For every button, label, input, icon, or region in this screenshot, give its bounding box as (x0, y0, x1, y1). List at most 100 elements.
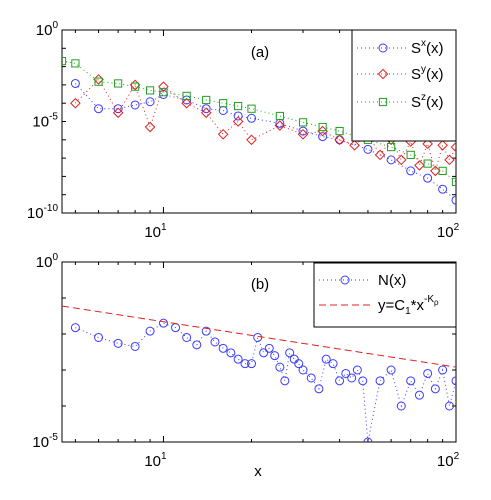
data-point (246, 134, 257, 146)
data-point (247, 104, 256, 113)
data-point (217, 128, 229, 140)
data-point (363, 144, 373, 154)
data-point (247, 359, 257, 369)
data-point (318, 132, 328, 142)
y-tick-label: 100 (36, 252, 59, 271)
panel-label: (b) (251, 276, 269, 293)
series-1 (62, 305, 456, 368)
data-point (406, 166, 416, 176)
data-point (181, 97, 192, 109)
data-point (422, 138, 433, 150)
data-point (451, 177, 456, 187)
data-point (386, 155, 396, 165)
legend-marker (377, 68, 389, 80)
data-point (280, 376, 290, 386)
data-point (219, 99, 228, 108)
data-point (341, 368, 351, 378)
data-point (294, 359, 304, 369)
legend-marker (378, 97, 388, 107)
legend-marker (340, 275, 350, 285)
data-point (182, 332, 192, 342)
data-point (94, 104, 104, 114)
x-axis-label: x (254, 463, 262, 480)
series-line (75, 83, 456, 201)
data-point (386, 365, 396, 375)
data-point (335, 126, 344, 136)
data-point (423, 159, 432, 168)
data-point (182, 91, 191, 101)
data-point (233, 111, 243, 121)
data-point (94, 77, 103, 86)
data-point (275, 362, 285, 372)
data-point (70, 97, 81, 109)
data-point (352, 365, 362, 375)
data-point (358, 376, 368, 386)
data-point (298, 118, 308, 127)
data-point (145, 86, 155, 95)
legend-label: Sx(x) (411, 38, 444, 57)
data-point (321, 354, 331, 364)
legend-label: y=C1*x-Kρ (378, 294, 439, 317)
panel-label: (a) (251, 44, 269, 61)
legend-box (313, 262, 457, 328)
data-point (130, 341, 140, 351)
data-point (423, 368, 433, 378)
data-point (438, 184, 448, 194)
data-point (130, 100, 140, 110)
data-point (159, 88, 168, 97)
data-point (298, 365, 308, 375)
legend: N(x) y=C1*x-Kρ (313, 262, 457, 328)
data-point (200, 107, 212, 119)
data-point (438, 166, 447, 175)
series-0 (70, 318, 456, 442)
data-point (113, 338, 123, 348)
legend-marker (378, 43, 388, 53)
data-point (306, 373, 316, 383)
data-point (201, 104, 211, 114)
data-point (430, 384, 440, 394)
data-point (275, 111, 284, 121)
data-point (437, 140, 448, 151)
data-point (374, 149, 386, 161)
data-point (234, 101, 243, 111)
data-point (62, 56, 67, 66)
y-tick-label: 10-5 (32, 112, 58, 131)
data-point (158, 81, 169, 92)
data-point (192, 340, 202, 350)
data-point (285, 348, 295, 358)
y-tick-label: 100 (36, 20, 59, 39)
data-point (233, 354, 243, 364)
legend: Sx(x) Sy(x) Sz(x) (351, 29, 457, 142)
data-point (210, 337, 220, 347)
data-point (450, 141, 456, 153)
data-point (349, 140, 360, 151)
data-point (232, 116, 244, 127)
data-point (264, 343, 274, 353)
x-tick-label: 102 (437, 222, 460, 241)
data-point (335, 376, 345, 386)
data-point (94, 332, 104, 342)
data-point (318, 122, 327, 132)
x-tick-label: 102 (437, 451, 460, 470)
data-point (347, 373, 357, 383)
data-point (423, 173, 433, 183)
data-point (406, 150, 415, 159)
x-tick-label: 101 (144, 451, 167, 470)
data-point (395, 154, 407, 166)
data-point (218, 343, 228, 353)
data-point (297, 128, 309, 140)
data-point (375, 376, 385, 386)
panel-a: 101 102 100 10-5 10-10 (a) Sx(x) Sy(x) Sz(x) (27, 20, 460, 241)
data-point (430, 165, 441, 177)
data-point (145, 97, 155, 107)
data-point (386, 142, 396, 152)
data-point (396, 401, 406, 411)
data-point (298, 126, 308, 136)
data-point (406, 376, 416, 386)
panel-b: 101 102 100 10-5 (b) x N(x) y=C1*x-Kρ (32, 252, 460, 480)
data-point (328, 359, 338, 369)
data-point (451, 195, 456, 205)
data-point (438, 365, 448, 375)
data-point (240, 359, 250, 369)
